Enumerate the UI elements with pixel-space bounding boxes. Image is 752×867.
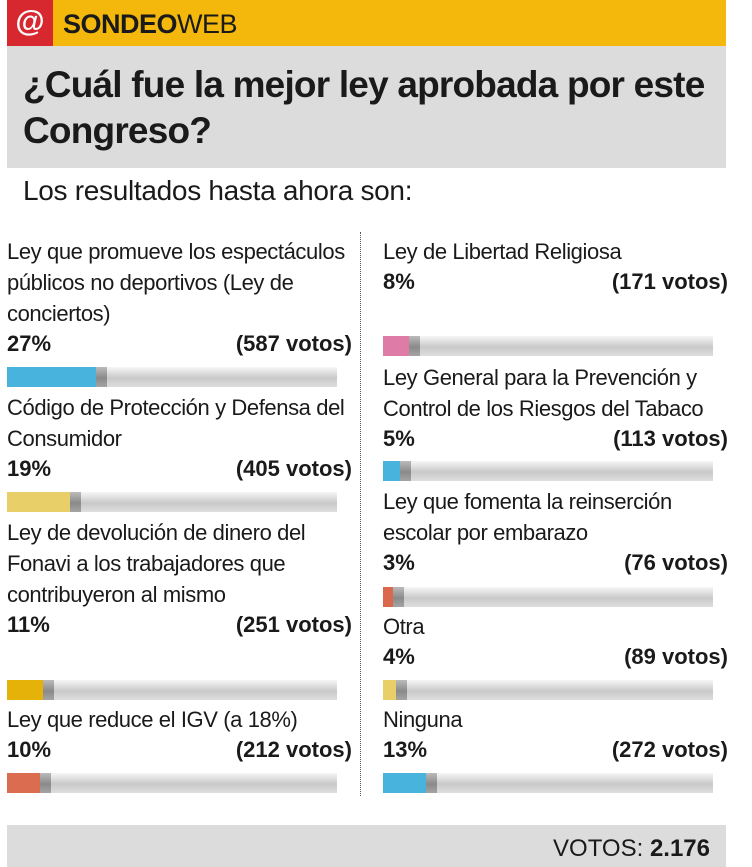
item-votes: (405 votos) <box>235 456 352 481</box>
item-percent: 3% <box>383 550 415 575</box>
item-percent: 19% <box>7 456 52 481</box>
brand-light: WEB <box>177 9 238 39</box>
item-percent: 5% <box>383 426 415 451</box>
item-percent: 13% <box>383 737 428 762</box>
item-votes: (171 votos) <box>611 269 728 294</box>
item-stats: 4% (89 votos) <box>383 642 728 672</box>
item-votes: (251 votos) <box>235 612 352 637</box>
total-votes: VOTOS: 2.176 <box>553 835 710 863</box>
poll-bar-fill <box>383 461 411 481</box>
poll-item: Ley General para la Prevención y Control… <box>383 362 728 454</box>
poll-item: Ley que fomenta la reinserción escolar p… <box>383 486 728 578</box>
item-stats: 19% (405 votos) <box>7 454 352 484</box>
poll-bar <box>7 773 337 793</box>
item-label: Otra <box>383 614 425 639</box>
column-divider <box>360 232 361 796</box>
total-value: 2.176 <box>649 835 710 862</box>
item-votes: (587 votos) <box>235 331 352 356</box>
item-percent: 8% <box>383 269 415 294</box>
brand-logo: SONDEOWEB <box>63 9 238 39</box>
item-label: Ley de Libertad Religiosa <box>383 239 622 264</box>
results-subtitle: Los resultados hasta ahora son: <box>23 175 413 206</box>
item-stats: 8% (171 votos) <box>383 267 728 297</box>
item-stats: 11% (251 votos) <box>7 610 352 640</box>
poll-bar-fill <box>7 367 107 387</box>
poll-bar <box>383 587 713 607</box>
item-label: Ninguna <box>383 707 463 732</box>
item-votes: (76 votos) <box>624 550 728 575</box>
item-label: Código de Protección y Defensa del Consu… <box>7 395 345 451</box>
item-label: Ley que promueve los espectáculos públic… <box>7 239 345 326</box>
item-percent: 27% <box>7 331 52 356</box>
poll-bar <box>7 680 337 700</box>
item-stats: 27% (587 votos) <box>7 329 352 359</box>
item-votes: (272 votos) <box>611 737 728 762</box>
item-label: Ley que fomenta la reinserción escolar p… <box>383 489 672 545</box>
poll-bar-fill <box>7 680 54 700</box>
poll-item: Código de Protección y Defensa del Consu… <box>7 392 352 484</box>
item-stats: 3% (76 votos) <box>383 548 728 578</box>
poll-question: ¿Cuál fue la mejor ley aprobada por este… <box>23 64 705 151</box>
poll-item: Ley de Libertad Religiosa 8% (171 votos) <box>383 236 728 297</box>
poll-bar-fill <box>7 773 51 793</box>
poll-item: Ninguna 13% (272 votos) <box>383 704 728 765</box>
item-votes: (212 votos) <box>235 737 352 762</box>
poll-bar <box>7 367 337 387</box>
item-percent: 10% <box>7 737 52 762</box>
poll-bar <box>383 461 713 481</box>
at-icon: @ <box>7 0 53 46</box>
footer-total: VOTOS: 2.176 <box>7 825 726 867</box>
poll-bar-fill <box>383 680 407 700</box>
item-label: Ley que reduce el IGV (a 18%) <box>7 707 298 732</box>
poll-item: Ley que reduce el IGV (a 18%) 10% (212 v… <box>7 704 352 765</box>
item-percent: 4% <box>383 644 415 669</box>
brand-bold: SONDEO <box>63 9 178 39</box>
header-banner: @ SONDEOWEB <box>7 0 726 46</box>
item-stats: 13% (272 votos) <box>383 735 728 765</box>
item-label: Ley de devolución de dinero del Fonavi a… <box>7 520 306 607</box>
poll-bar <box>383 773 713 793</box>
item-votes: (113 votos) <box>613 426 728 451</box>
poll-item: Ley que promueve los espectáculos públic… <box>7 236 352 359</box>
poll-bar <box>383 336 713 356</box>
poll-bar <box>383 680 713 700</box>
poll-item: Otra 4% (89 votos) <box>383 611 728 672</box>
poll-bar-fill <box>7 492 81 512</box>
poll-bar-fill <box>383 587 404 607</box>
total-label: VOTOS: <box>553 835 644 862</box>
item-votes: (89 votos) <box>624 644 728 669</box>
item-stats: 5% (113 votos) <box>383 424 728 454</box>
question-box: ¿Cuál fue la mejor ley aprobada por este… <box>7 46 726 168</box>
item-percent: 11% <box>7 612 50 637</box>
item-label: Ley General para la Prevención y Control… <box>383 365 704 421</box>
poll-bar-fill <box>383 336 420 356</box>
poll-bar-fill <box>383 773 437 793</box>
poll-item: Ley de devolución de dinero del Fonavi a… <box>7 517 352 640</box>
poll-bar <box>7 492 337 512</box>
item-stats: 10% (212 votos) <box>7 735 352 765</box>
